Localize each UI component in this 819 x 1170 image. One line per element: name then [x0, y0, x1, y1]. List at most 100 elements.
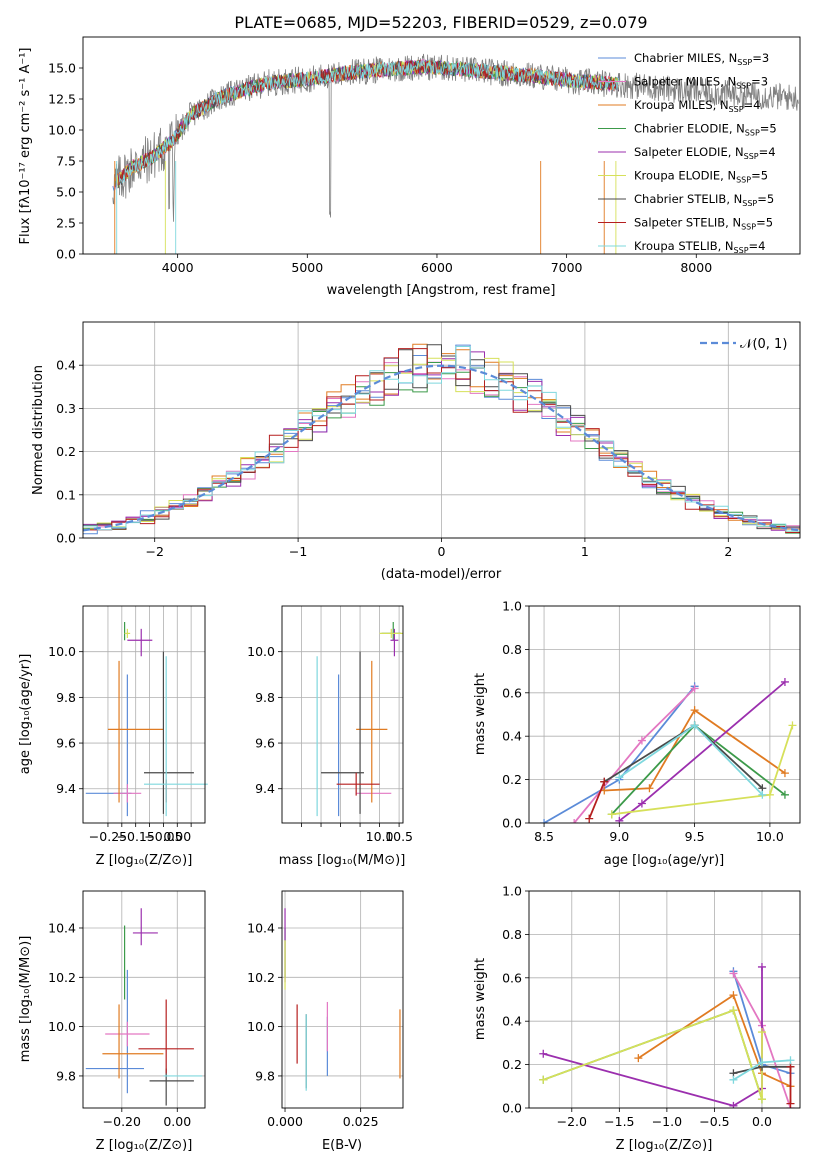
y-tick-label: 0.3	[56, 401, 76, 416]
model-spectrum-7	[117, 59, 619, 186]
weight-marker	[615, 816, 624, 823]
y-tick-label: 0.8	[502, 927, 522, 942]
x-tick-label: 0.000	[267, 1114, 303, 1129]
x-tick-label: 0	[438, 544, 446, 559]
weight-marker	[690, 721, 699, 730]
weight-marker	[585, 814, 594, 823]
axes-frame-1	[82, 321, 801, 539]
legend-label: Chabrier ELODIE, NSSP=5	[634, 122, 777, 138]
axes-frame-0	[82, 36, 801, 255]
x-tick-label: 0.00	[163, 1114, 191, 1129]
axes-frame-7	[528, 890, 801, 1109]
y-tick-label: 10.0	[48, 644, 76, 659]
x-tick-label: 0.025	[343, 1114, 379, 1129]
x-tick-label: 9.5	[685, 829, 705, 844]
legend-sub: SSP	[744, 152, 759, 161]
weight-line-3	[542, 1009, 763, 1100]
weight-marker	[729, 991, 738, 1000]
x-tick-label: −0.20	[103, 1114, 141, 1129]
axes-6	[278, 891, 403, 1112]
legend-nssp: =5	[760, 122, 777, 136]
x-tick-label: −1	[289, 544, 307, 559]
legend-sub: SSP	[737, 58, 752, 67]
weight-marker	[600, 777, 609, 786]
y-tick-label: 5.0	[56, 185, 76, 200]
y-tick-label: 10.4	[247, 920, 275, 935]
legend-sub: SSP	[734, 246, 749, 255]
y-tick-label: 0.2	[502, 772, 522, 787]
weight-line-2	[637, 993, 791, 1088]
legend-label: Salpeter MILES, NSSP=3	[634, 75, 768, 91]
x-axis-label: age [log₁₀(age/yr)]	[604, 853, 725, 868]
y-tick-label: 0.4	[502, 729, 522, 744]
legend-sub: SSP	[742, 199, 757, 208]
y-tick-label: 9.8	[56, 1068, 76, 1083]
x-axis-label: E(B-V)	[322, 1138, 362, 1153]
x-axis-label: Z [log₁₀(Z/Z⊙)]	[616, 1138, 713, 1153]
hist-6	[83, 344, 800, 530]
x-tick-label: −0.15	[117, 829, 155, 844]
y-tick-label: 9.8	[255, 690, 275, 705]
weight-marker	[780, 769, 789, 778]
hist-8	[83, 346, 800, 532]
weight-line-5	[542, 1009, 763, 1100]
legend-nssp: =3	[751, 75, 768, 89]
legend-label: Kroupa MILES, NSSP=4	[634, 98, 760, 114]
weight-marker	[757, 1028, 766, 1037]
legend-nssp: =5	[757, 192, 774, 206]
y-tick-label: 0.0	[56, 531, 76, 546]
axes-7	[525, 890, 800, 1112]
y-tick-label: 10.0	[247, 644, 275, 659]
y-tick-label: 0.0	[502, 816, 522, 831]
legend-label: Kroupa STELIB, NSSP=4	[634, 239, 765, 255]
legend-nssp: =4	[759, 145, 776, 159]
legend-sub: SSP	[741, 223, 756, 232]
y-tick-label: 0.2	[502, 1057, 522, 1072]
gaussian-curve	[82, 364, 801, 532]
model-spectrum-8	[118, 60, 619, 184]
y-tick-label: 1.0	[502, 599, 522, 614]
x-tick-label: −1.0	[652, 1114, 682, 1129]
x-axis-label: Z [log₁₀(Z/Z⊙)]	[96, 853, 193, 868]
y-tick-label: 0.8	[502, 642, 522, 657]
axes-frame-5	[82, 890, 206, 1109]
y-tick-label: 9.6	[255, 736, 275, 751]
weight-marker	[757, 1095, 766, 1104]
legend-sub: SSP	[736, 82, 751, 91]
weight-marker	[788, 721, 797, 730]
x-tick-label: −0.25	[89, 829, 127, 844]
weight-marker	[637, 799, 646, 808]
y-tick-label: 10.2	[48, 970, 76, 985]
y-tick-label: 0.2	[56, 444, 76, 459]
weight-line-7	[588, 781, 606, 820]
y-axis-label: Normed distribution	[31, 365, 46, 495]
y-tick-label: 0.4	[502, 1014, 522, 1029]
x-tick-label: 8.5	[534, 829, 554, 844]
legend-label: 𝒩(0, 1)	[740, 337, 787, 352]
axes-0	[79, 67, 697, 258]
weight-line-4	[618, 681, 786, 822]
legend-nssp: =5	[756, 216, 773, 230]
legend-label: Kroupa ELODIE, NSSP=5	[634, 169, 768, 185]
y-tick-label: 10.0	[48, 1019, 76, 1034]
weight-marker	[757, 962, 766, 971]
y-axis-label: mass [log₁₀(M/M⊙)]	[18, 936, 33, 1063]
y-tick-label: 10.2	[247, 970, 275, 985]
x-tick-label: −2.0	[557, 1114, 587, 1129]
y-tick-label: 10.4	[48, 920, 76, 935]
y-axis-label: mass weight	[473, 673, 488, 755]
observed-spectrum	[112, 53, 799, 222]
weight-marker	[757, 1058, 766, 1067]
x-tick-label: 10.0	[756, 829, 784, 844]
legend-sub: SSP	[736, 176, 751, 185]
x-tick-label: 7000	[551, 260, 583, 275]
y-axis-label: age [log₁₀(age/yr)]	[18, 654, 33, 775]
x-tick-label: 10.0	[366, 829, 394, 844]
legend-nssp: =4	[749, 239, 766, 253]
x-tick-label: −1.5	[604, 1114, 634, 1129]
x-tick-label: 0.0	[752, 1114, 772, 1129]
x-tick-label: 9.0	[609, 829, 629, 844]
y-tick-label: 9.4	[56, 781, 76, 796]
weight-marker	[645, 784, 654, 793]
